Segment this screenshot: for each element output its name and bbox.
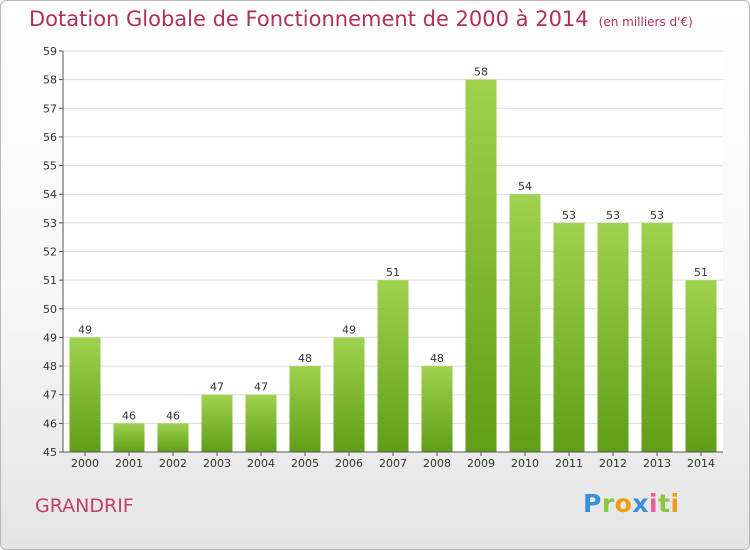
y-tick-label: 49 (43, 331, 57, 344)
data-label: 51 (694, 266, 708, 279)
x-tick-label: 2012 (599, 457, 627, 470)
data-label: 49 (342, 323, 356, 336)
x-tick-label: 2014 (687, 457, 715, 470)
proxiti-logo: Proxiti (583, 489, 680, 518)
bar-2000 (69, 337, 101, 452)
x-tick-label: 2001 (115, 457, 143, 470)
data-label: 53 (562, 209, 576, 222)
y-tick-label: 50 (43, 303, 57, 316)
logo-letter: P (583, 489, 602, 518)
bar-2008 (421, 366, 453, 452)
commune-name: GRANDRIF (35, 495, 134, 517)
data-label: 46 (166, 409, 180, 422)
y-tick-label: 45 (43, 446, 57, 459)
x-tick-label: 2005 (291, 457, 319, 470)
bar-2014 (685, 280, 717, 452)
logo-letter: i (670, 489, 680, 518)
x-tick-label: 2003 (203, 457, 231, 470)
bar-2012 (597, 222, 629, 452)
y-tick-label: 54 (43, 188, 57, 201)
chart-title: Dotation Globale de Fonctionnement de 20… (29, 7, 693, 31)
data-label: 54 (518, 180, 532, 193)
logo-letter: x (632, 489, 649, 518)
x-tick-label: 2010 (511, 457, 539, 470)
y-tick-label: 57 (43, 102, 57, 115)
data-label: 48 (430, 352, 444, 365)
logo-letter: t (658, 489, 671, 518)
x-tick-label: 2008 (423, 457, 451, 470)
logo-letter: o (614, 489, 633, 518)
x-tick-label: 2007 (379, 457, 407, 470)
x-tick-label: 2000 (71, 457, 99, 470)
data-label: 49 (78, 323, 92, 336)
y-tick-label: 56 (43, 131, 57, 144)
data-label: 53 (650, 209, 664, 222)
x-tick-label: 2011 (555, 457, 583, 470)
bar-2009 (465, 79, 497, 453)
y-tick-label: 46 (43, 417, 57, 430)
y-tick-label: 55 (43, 160, 57, 173)
bar-2010 (509, 194, 541, 452)
logo-letter: r (601, 489, 615, 518)
x-tick-label: 2006 (335, 457, 363, 470)
logo-letter: i (649, 489, 659, 518)
bar-2001 (113, 423, 145, 452)
bar-2004 (245, 394, 277, 452)
data-label: 48 (298, 352, 312, 365)
bar-2002 (157, 423, 189, 452)
y-tick-label: 48 (43, 360, 57, 373)
data-label: 47 (210, 381, 224, 394)
x-tick-label: 2013 (643, 457, 671, 470)
data-label: 51 (386, 266, 400, 279)
y-tick-label: 53 (43, 217, 57, 230)
bar-2007 (377, 280, 409, 452)
bar-2013 (641, 222, 673, 452)
x-tick-label: 2009 (467, 457, 495, 470)
x-tick-label: 2002 (159, 457, 187, 470)
y-tick-label: 52 (43, 246, 57, 259)
bar-2006 (333, 337, 365, 452)
bar-2003 (201, 394, 233, 452)
bar-2005 (289, 366, 321, 452)
data-label: 58 (474, 66, 488, 79)
data-label: 47 (254, 381, 268, 394)
y-tick-label: 47 (43, 389, 57, 402)
chart-title-unit: (en milliers d'€) (598, 15, 693, 29)
data-label: 53 (606, 209, 620, 222)
y-tick-label: 51 (43, 274, 57, 287)
chart-title-main: Dotation Globale de Fonctionnement de 20… (29, 7, 589, 31)
bar-2011 (553, 222, 585, 452)
x-tick-label: 2004 (247, 457, 275, 470)
data-label: 46 (122, 409, 136, 422)
y-tick-label: 59 (43, 45, 57, 58)
y-tick-label: 58 (43, 74, 57, 87)
